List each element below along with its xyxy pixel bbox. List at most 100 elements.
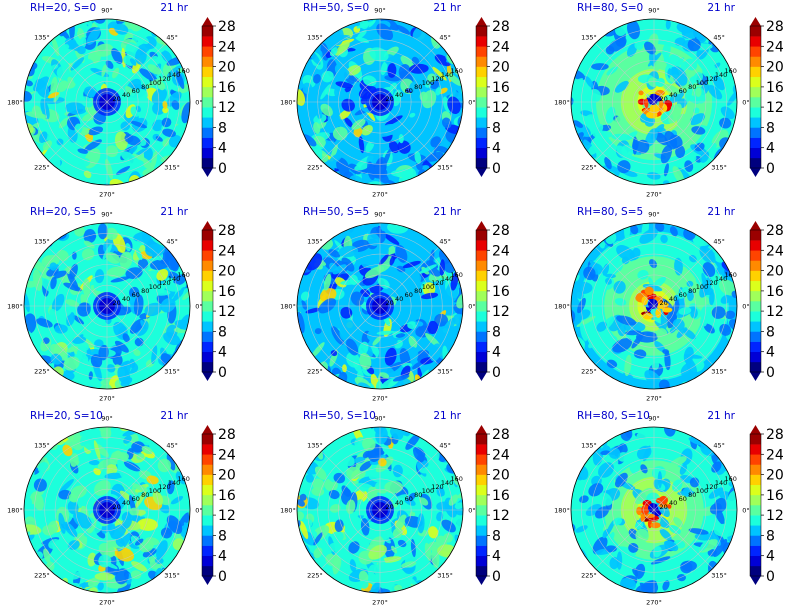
colorbar-segment xyxy=(476,147,487,159)
heatmap-cell xyxy=(301,134,317,147)
heatmap-cell xyxy=(669,525,681,535)
heatmap-cell xyxy=(102,243,113,261)
heatmap-cell xyxy=(88,459,100,466)
heatmap-cell xyxy=(155,136,163,142)
heatmap-cell xyxy=(396,25,411,35)
angle-tick-label: 180° xyxy=(280,99,296,107)
heatmap-cell xyxy=(713,538,728,558)
heatmap-cell xyxy=(711,306,726,319)
colorbar-segment xyxy=(750,76,761,88)
heatmap-cell xyxy=(299,493,307,501)
colorbar-segment xyxy=(750,515,761,526)
colorbar-extend-min xyxy=(202,576,213,585)
angle-tick-label: 135° xyxy=(307,237,323,245)
radial-tick-label: 140 xyxy=(441,479,453,487)
radial-tick-label: 160 xyxy=(177,475,189,483)
heatmap-cell xyxy=(689,477,700,488)
heatmap-cell xyxy=(98,467,108,483)
colorbar-tick-label: 12 xyxy=(766,100,784,116)
colorbar-segment xyxy=(476,444,487,455)
angular-gridline xyxy=(653,451,713,511)
heatmap-cell xyxy=(587,89,601,103)
angle-tick-label: 135° xyxy=(34,441,50,449)
angle-tick-label: 45° xyxy=(713,237,725,245)
colorbar-segment xyxy=(750,290,761,302)
heatmap-cell xyxy=(388,140,400,154)
heatmap-cell xyxy=(377,123,397,137)
heatmap-cell xyxy=(164,282,182,292)
angle-tick-label: 225° xyxy=(34,572,50,580)
colorbar-tick-label: 0 xyxy=(492,365,501,381)
radial-tick-label: 120 xyxy=(158,483,170,491)
angle-tick-label: 0° xyxy=(468,99,475,107)
heatmap-cell xyxy=(134,357,144,365)
heatmap-cell xyxy=(349,559,357,573)
colorbar-extend-max xyxy=(750,17,761,26)
heatmap-cell xyxy=(587,139,605,156)
heatmap-cell xyxy=(441,317,456,337)
colorbar-segment xyxy=(202,505,213,516)
heatmap-cell xyxy=(662,51,672,69)
colorbar-tick-label: 0 xyxy=(218,569,227,585)
angle-tick-label: 90° xyxy=(374,7,386,15)
heatmap-cell xyxy=(676,276,689,288)
heatmap-cell xyxy=(427,320,439,335)
heatmap-cell xyxy=(699,125,716,133)
heatmap-cell xyxy=(633,349,647,359)
radial-tick-label: 140 xyxy=(441,275,453,283)
colorbar-frame xyxy=(749,25,762,169)
heatmap-cell xyxy=(375,380,384,389)
angle-tick-label: 90° xyxy=(101,211,113,219)
heatmap-cell xyxy=(428,526,439,539)
heatmap-cell xyxy=(332,555,339,572)
colorbar-segment xyxy=(476,351,487,363)
heatmap-cell xyxy=(408,335,418,349)
heatmap-cell xyxy=(111,48,123,65)
angular-gridline xyxy=(379,101,439,161)
colorbar-frame xyxy=(749,433,762,577)
colorbar-tick-label: 20 xyxy=(218,264,236,280)
heatmap-cell xyxy=(146,475,159,485)
radial-tick-label: 60 xyxy=(405,87,413,95)
heatmap-cell xyxy=(594,124,604,136)
heatmap-cell xyxy=(644,581,659,593)
heatmap-cell xyxy=(311,517,323,528)
heatmap-cell xyxy=(651,360,660,371)
heatmap-cell xyxy=(669,456,687,468)
angle-tick-label: 90° xyxy=(648,7,660,15)
heatmap-cell xyxy=(729,319,737,334)
angular-gridline xyxy=(321,247,381,307)
heatmap-cell xyxy=(402,455,416,464)
colorbar-segment xyxy=(750,555,761,567)
colorbar-extend-max xyxy=(202,425,213,434)
angle-tick-label: 315° xyxy=(437,368,453,376)
colorbar-segment xyxy=(202,56,213,67)
heatmap-cell xyxy=(370,581,381,593)
heatmap-cell xyxy=(435,87,442,96)
panel-time-label: 21 hr xyxy=(707,410,735,422)
angular-gridline xyxy=(321,451,381,511)
colorbar-segment xyxy=(750,240,761,251)
colorbar-frame xyxy=(475,25,488,169)
colorbar-tick-label: 0 xyxy=(766,365,775,381)
heatmap-cell xyxy=(429,249,435,267)
heatmap-cell xyxy=(366,331,375,341)
heatmap-cell xyxy=(605,106,616,124)
heatmap-cell xyxy=(58,512,66,534)
colorbar-segment xyxy=(476,494,487,506)
angle-tick-label: 270° xyxy=(646,191,662,199)
heatmap-cell xyxy=(79,36,87,49)
heatmap-cell xyxy=(334,519,344,532)
heatmap-cell xyxy=(69,19,75,40)
heatmap-cell xyxy=(376,23,394,41)
colorbar-segment xyxy=(202,117,213,128)
angular-gridline xyxy=(653,247,713,307)
heatmap-cell xyxy=(42,337,50,345)
panel-time-label: 21 hr xyxy=(433,2,461,14)
colorbar-segment xyxy=(476,117,487,128)
heatmap-cell xyxy=(409,63,429,74)
angular-gridline xyxy=(48,101,108,161)
angle-tick-label: 315° xyxy=(711,368,727,376)
colorbar-tick-label: 16 xyxy=(218,80,236,96)
